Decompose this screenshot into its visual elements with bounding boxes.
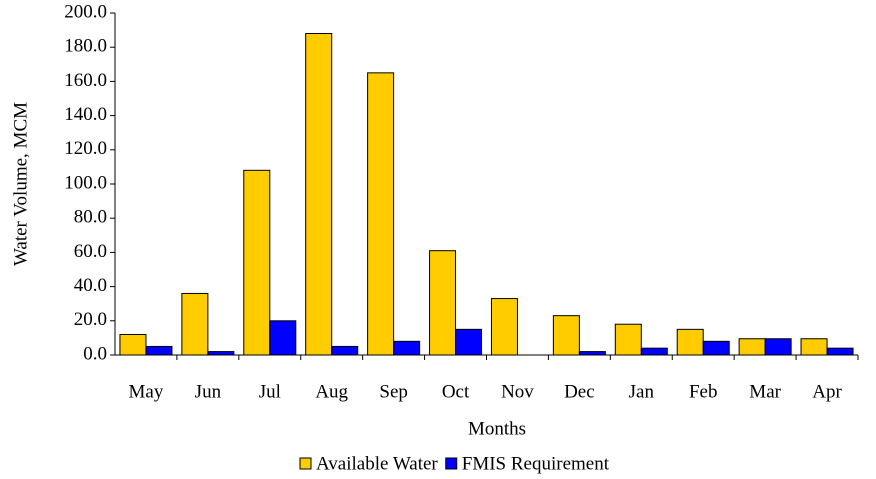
bar — [145, 345, 173, 356]
bar — [305, 33, 333, 356]
bar — [490, 298, 518, 356]
y-tick-label: 140.0 — [64, 104, 107, 125]
x-tick-label: Sep — [379, 381, 408, 402]
y-tick-label: 100.0 — [64, 172, 107, 193]
y-tick-label: 200.0 — [64, 1, 107, 22]
y-axis-label: Water Volume, MCM — [10, 102, 31, 266]
bar — [702, 340, 730, 356]
legend-swatch — [299, 457, 312, 470]
bar — [429, 250, 457, 356]
bar — [393, 340, 421, 356]
y-tick-label: 0.0 — [83, 343, 107, 364]
y-tick-label: 20.0 — [74, 309, 107, 330]
x-tick-label: Dec — [564, 381, 595, 402]
x-tick-label: Jan — [629, 381, 655, 402]
x-tick-label: Jun — [195, 381, 222, 402]
x-axis-label: Months — [468, 418, 526, 439]
x-tick-label: Mar — [749, 381, 781, 402]
y-tick-label: 40.0 — [74, 275, 107, 296]
bar — [552, 315, 580, 356]
bar — [676, 328, 704, 356]
x-tick-label: Aug — [315, 381, 348, 402]
y-tick-label: 60.0 — [74, 241, 107, 262]
bar — [331, 345, 359, 356]
bar — [455, 328, 483, 356]
x-tick-label: Oct — [442, 381, 470, 402]
bar — [207, 351, 235, 356]
bar — [243, 169, 271, 356]
x-tick-label: May — [129, 381, 164, 402]
bar — [764, 338, 792, 356]
y-tick-label: 180.0 — [64, 36, 107, 57]
x-tick-label: Jul — [259, 381, 281, 402]
y-tick-label: 80.0 — [74, 207, 107, 228]
x-tick-label: Nov — [501, 381, 534, 402]
bar — [826, 347, 854, 356]
x-tick-label: Feb — [689, 381, 718, 402]
legend-label: Available Water — [316, 453, 438, 474]
bar — [119, 333, 147, 356]
bar — [367, 72, 395, 356]
bar — [269, 320, 297, 356]
bar — [640, 347, 668, 356]
bar — [181, 292, 209, 356]
legend-swatch — [445, 457, 458, 470]
bar — [738, 338, 766, 356]
x-tick-label: Apr — [812, 381, 842, 402]
legend-label: FMIS Requirement — [462, 453, 610, 474]
bar — [578, 351, 606, 356]
bar — [614, 323, 642, 356]
y-tick-label: 120.0 — [64, 138, 107, 159]
y-tick-label: 160.0 — [64, 70, 107, 91]
bar — [800, 338, 828, 356]
